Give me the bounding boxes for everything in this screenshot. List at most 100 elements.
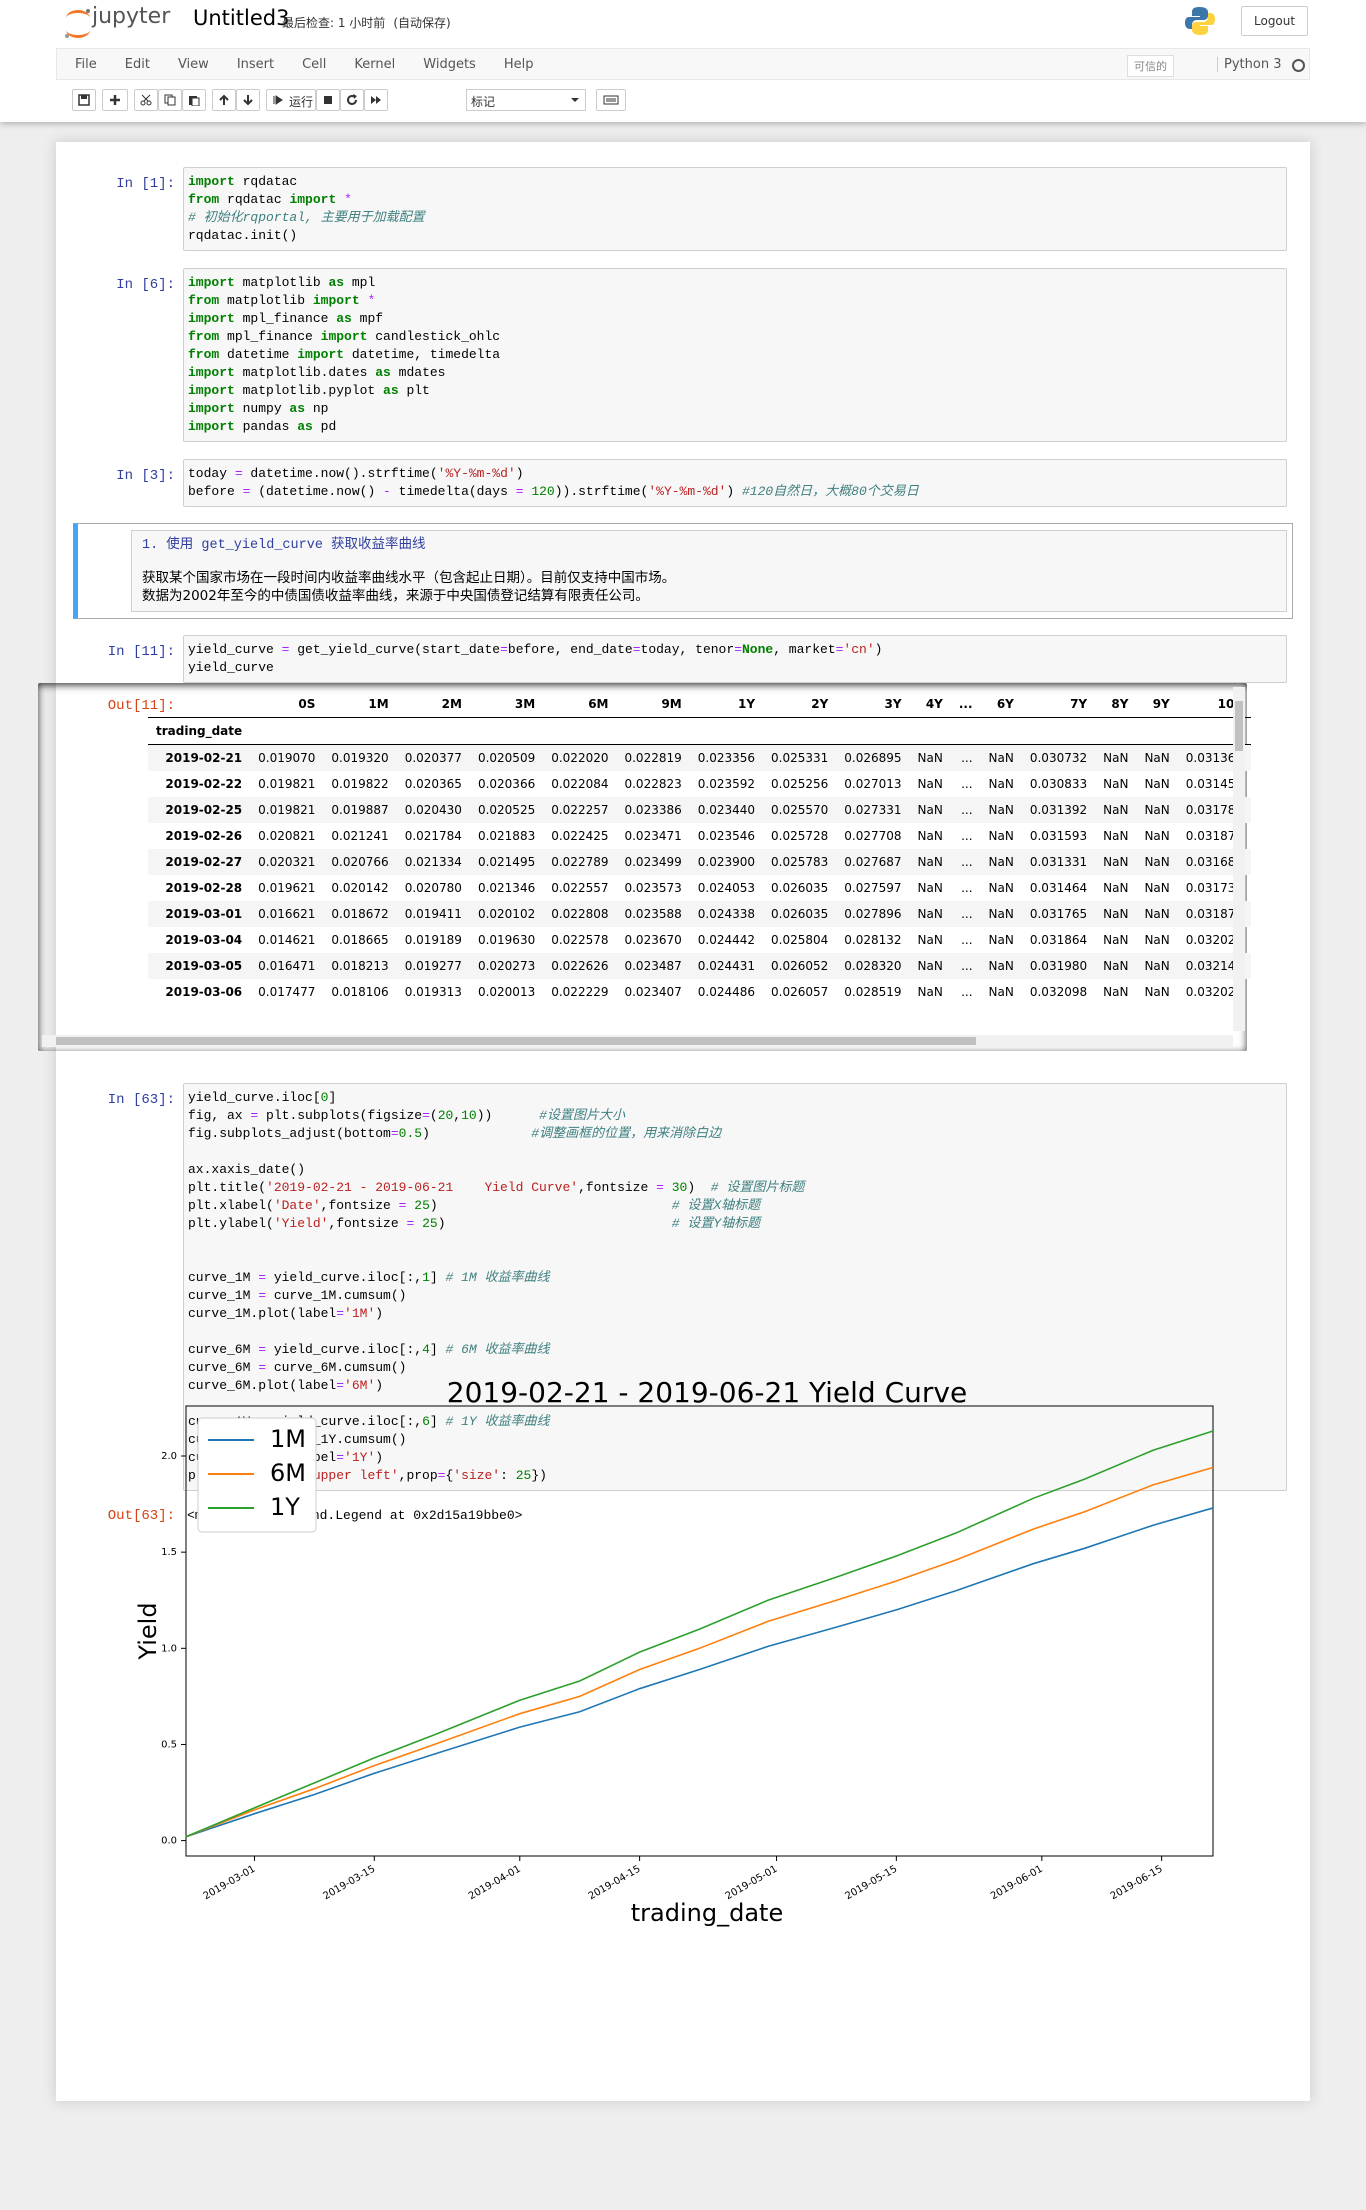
trusted-indicator[interactable]: 可信的	[1127, 55, 1174, 77]
interrupt-button[interactable]	[316, 89, 340, 111]
table-cell: NaN	[988, 959, 1014, 973]
table-cell: 0.027597	[844, 881, 902, 895]
input-area[interactable]: today = datetime.now().strftime('%Y-%m-%…	[183, 459, 1287, 507]
table-cell: 0.016471	[258, 959, 316, 973]
copy-button[interactable]	[158, 89, 182, 111]
code-token: import	[188, 275, 235, 290]
table-cell: NaN	[1103, 907, 1129, 921]
empty-header	[469, 717, 544, 745]
v-scroll-thumb[interactable]	[1235, 701, 1243, 751]
code: import matplotlib as mpl from matplotlib…	[188, 275, 501, 434]
paste-button[interactable]	[182, 89, 206, 111]
code-cell[interactable]: In [63]: yield_curve.iloc[0] fig, ax = pl…	[73, 1082, 1293, 1525]
table-cell: 0.018665	[331, 933, 389, 947]
table-cell: 0.022425	[551, 829, 609, 843]
move-up-button[interactable]	[212, 89, 236, 111]
menu-item[interactable]: Edit	[124, 57, 150, 72]
logout-button[interactable]: Logout	[1241, 6, 1309, 36]
input-area[interactable]: import matplotlib as mpl from matplotlib…	[183, 268, 1287, 442]
kernel-indicator	[1292, 59, 1305, 72]
menu-item[interactable]: Cell	[302, 57, 327, 72]
insert-button[interactable]	[102, 89, 128, 111]
legend-box	[197, 1417, 317, 1533]
column-header: 0S	[250, 691, 324, 718]
move-down-button[interactable]	[236, 89, 260, 111]
cut-button[interactable]	[134, 89, 158, 111]
table-cell: 0.031331	[1029, 855, 1088, 869]
code-token: 4	[422, 1342, 430, 1357]
top-bar: jupyter Untitled3 最后检查: 1 小时前 (自动保存) Logo…	[0, 0, 1366, 122]
code-token: import	[188, 365, 235, 380]
run-button[interactable]: 运行	[266, 89, 316, 111]
cell-type-select[interactable]: 标记	[466, 89, 586, 111]
dataframe: 0S 1M 2M 3M 6M 9M 1Y 2Y 3Y 4Y... 6Y 7Y 8Y 9Y 10Y tradin…	[148, 691, 1252, 1005]
menu-item[interactable]: Widgets	[423, 57, 476, 72]
v-scrollbar[interactable]	[1233, 687, 1245, 1031]
autosave: (自动保存)	[393, 16, 451, 30]
index-name: trading_date	[148, 717, 251, 745]
table-cell: 0.024431	[697, 959, 756, 973]
jupyter-logo[interactable]	[60, 6, 180, 40]
code-cell[interactable]: In [11]: yield_curve = get_yield_curve(st…	[42, 634, 1293, 1067]
restart-button[interactable]	[340, 89, 364, 111]
table-cell: 0.022084	[551, 777, 609, 791]
row-index: 2019-02-27	[165, 855, 243, 869]
code-token: import	[297, 347, 345, 362]
notebook-container: In [1]: import rqdatac from rqdatac impor…	[42, 142, 1310, 2101]
table-cell: NaN	[917, 803, 943, 817]
column-header: 3M	[469, 691, 544, 718]
restart-run-all-button[interactable]	[364, 89, 388, 111]
table-cell: NaN	[1103, 855, 1129, 869]
code-token: as	[336, 311, 352, 326]
menu-item[interactable]: Help	[503, 57, 534, 72]
markdown-cell[interactable]: 1. 使用 get_yield_curve 获取收益率曲线 获取某个国家市场在一段…	[73, 523, 1293, 619]
column-header: 8Y	[1095, 691, 1137, 718]
row-index: 2019-02-22	[165, 777, 243, 791]
input-prompt: In [63]:	[107, 1092, 175, 1108]
code-token: 25	[422, 1216, 438, 1231]
table-cell: 0.022789	[551, 855, 609, 869]
column-header: ...	[950, 691, 981, 718]
table-cell: 0.032098	[1029, 985, 1088, 999]
table-cell: 0.020780	[404, 881, 462, 895]
h-scroll-thumb[interactable]	[56, 1037, 976, 1045]
code-token: '1Y'	[344, 1450, 376, 1465]
code-token: =	[258, 1342, 267, 1357]
menu-item[interactable]: Insert	[236, 57, 275, 72]
table-cell: 0.018672	[331, 907, 389, 921]
series-line	[185, 1507, 1214, 1838]
code-token: 'upper left'	[305, 1468, 399, 1483]
command-palette-button[interactable]	[596, 89, 626, 111]
code-token: 20	[437, 1108, 454, 1123]
h-scrollbar[interactable]	[42, 1035, 1233, 1047]
menu-item[interactable]: File	[75, 57, 97, 72]
code-cell[interactable]: In [1]: import rqdatac from rqdatac impor…	[73, 166, 1293, 252]
toolbar: 运行 标记	[56, 86, 1310, 116]
code-cell[interactable]: In [6]: import matplotlib as mpl from mat…	[73, 267, 1293, 443]
table-cell: 0.028320	[844, 959, 902, 973]
table-cell: 0.031464	[1029, 881, 1088, 895]
menu-item[interactable]: Kernel	[354, 57, 396, 72]
table-cell: NaN	[1144, 855, 1170, 869]
empty-header	[1095, 717, 1137, 745]
input-area[interactable]: yield_curve = get_yield_curve(start_date…	[183, 635, 1287, 683]
input-area[interactable]: yield_curve.iloc[0] fig, ax = plt.subplo…	[183, 1083, 1287, 1491]
code-token: 'Date'	[273, 1198, 321, 1213]
input-area[interactable]: import rqdatac from rqdatac import * # 初…	[183, 167, 1287, 251]
code-cell[interactable]: In [3]: today = datetime.now().strftime('…	[73, 458, 1293, 508]
table-cell: 0.019821	[258, 803, 316, 817]
table-cell: ...	[961, 803, 973, 817]
code-token: as	[375, 365, 391, 380]
table-cell: NaN	[917, 907, 943, 921]
code-token: from	[188, 347, 220, 362]
code-token: from	[188, 293, 220, 308]
code-token: =	[632, 642, 641, 657]
code-token: None	[741, 642, 774, 657]
save-button[interactable]	[72, 89, 96, 111]
notebook-name[interactable]: Untitled3	[193, 6, 290, 30]
table-cell: 0.022578	[551, 933, 609, 947]
menu-item[interactable]: View	[177, 57, 209, 72]
code-token: # 初始化rqportal, 主要用于加载配置	[188, 210, 425, 225]
table-cell: NaN	[1144, 803, 1170, 817]
logo-text[interactable]: jupyter	[92, 4, 171, 29]
